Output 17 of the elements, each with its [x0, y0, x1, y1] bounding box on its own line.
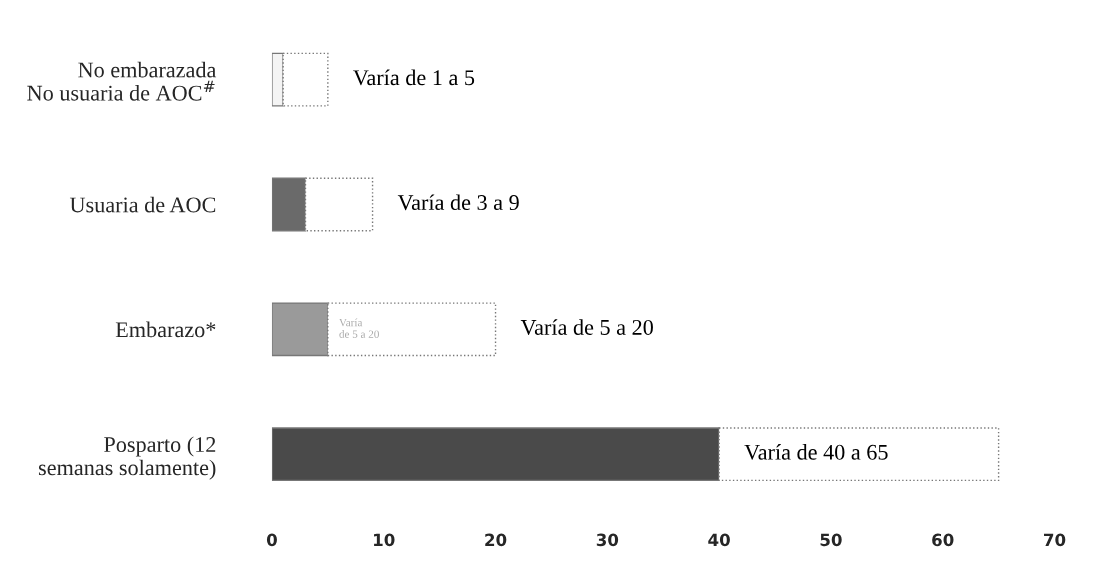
annotation: Varía de 40 a 65: [744, 444, 888, 460]
x-tick-label: 50: [820, 533, 842, 547]
x-tick-label: 30: [596, 533, 619, 547]
x-tick-label: 20: [485, 533, 507, 547]
y-tick-label: Embarazo*: [115, 321, 216, 338]
x-tick-label: 40: [708, 533, 730, 547]
annotation: Varía de 5 a 20: [339, 318, 379, 338]
y-tick-label: Usuaria de AOC: [69, 196, 216, 213]
x-tick-label: 0: [266, 533, 277, 547]
x-tick-label: 70: [1044, 533, 1066, 547]
y-tick-label: No embarazada No usuaria de AOC$^{#}$: [27, 61, 217, 101]
annotation: Varía de 3 a 9: [397, 194, 519, 211]
annotation: Varía de 1 a 5: [353, 69, 475, 86]
x-tick-label: 60: [932, 533, 954, 547]
annotation: Varía de 5 a 20: [520, 319, 653, 336]
y-tick-label: Posparto (12 semanas solamente): [38, 436, 216, 480]
x-tick-label: 10: [374, 533, 395, 547]
